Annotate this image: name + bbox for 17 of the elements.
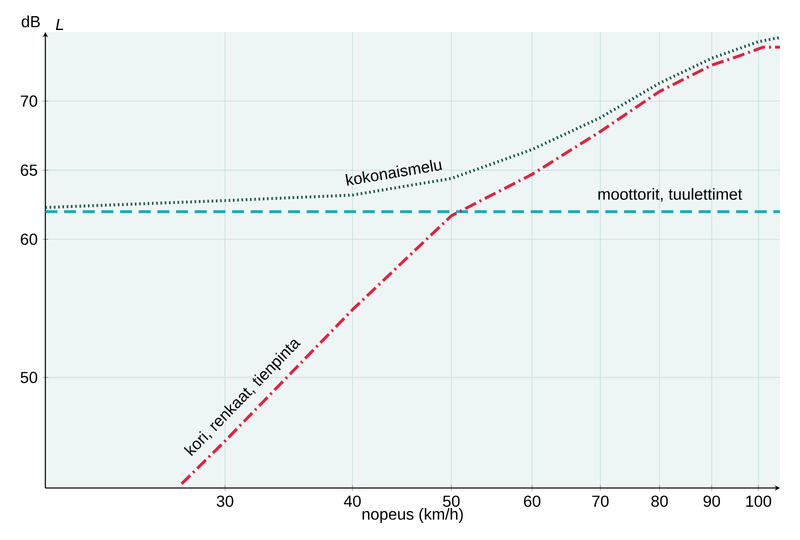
x-tick-label: 90 bbox=[704, 496, 720, 507]
x-tick-label: 60 bbox=[524, 496, 540, 507]
y-tick-label: 65 bbox=[20, 164, 38, 176]
y-tick-label: 60 bbox=[20, 234, 38, 245]
x-tick-label: 80 bbox=[651, 496, 668, 507]
y-tick-label: 70 bbox=[20, 95, 38, 107]
x-axis-title: nopeus (km/h) bbox=[362, 508, 463, 523]
x-tick-label: 40 bbox=[344, 496, 361, 507]
x-tick-label: 30 bbox=[216, 496, 234, 507]
x-tick-label: 100 bbox=[746, 496, 772, 507]
text: dB bbox=[22, 16, 40, 28]
y-tick-label: 50 bbox=[20, 372, 38, 384]
series-label: moottorit, tuulettimet bbox=[598, 188, 742, 202]
y-axis-title: L bbox=[56, 18, 64, 30]
x-tick-label: 70 bbox=[592, 496, 609, 507]
x-tick-label: 50 bbox=[443, 496, 460, 507]
text: kokonaismelu bbox=[346, 160, 442, 186]
